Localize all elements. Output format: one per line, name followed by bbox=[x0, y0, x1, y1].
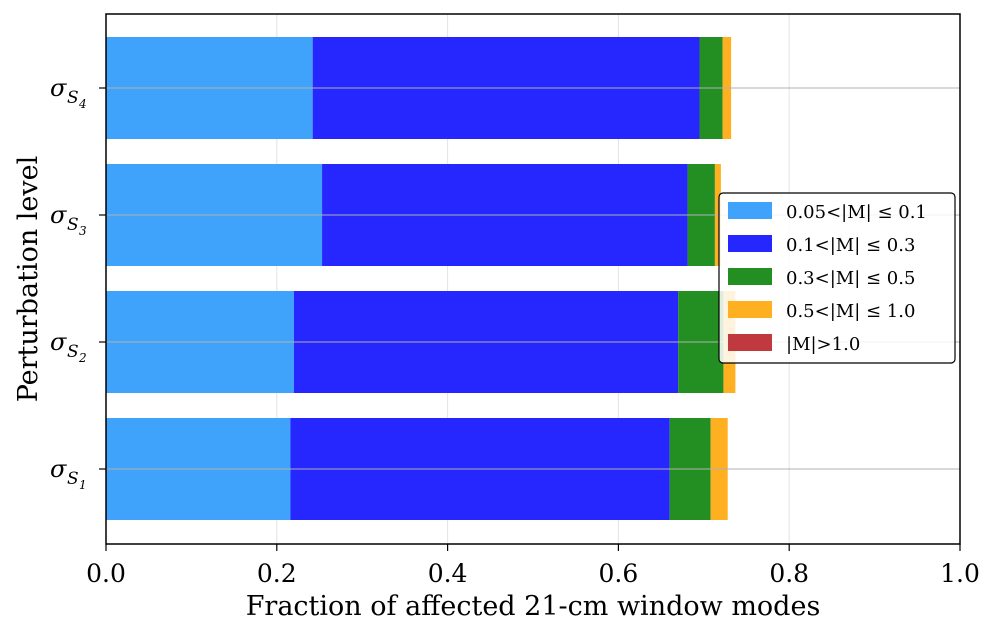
y-tick-label-sub: S bbox=[67, 88, 79, 108]
y-tick-label-sub: S bbox=[67, 342, 79, 362]
y-axis-label: Perturbation level bbox=[13, 156, 44, 403]
plot-frame bbox=[105, 13, 961, 545]
legend-label: 0.3<|M| ≤ 0.5 bbox=[786, 268, 915, 289]
x-tick-label: 0.0 bbox=[86, 559, 126, 588]
legend-label: 0.05<|M| ≤ 0.1 bbox=[786, 202, 927, 223]
y-tick-label-index: 3 bbox=[79, 224, 87, 238]
y-tick-label-index: 2 bbox=[78, 351, 87, 365]
y-tick-label-sigma: σ bbox=[50, 328, 67, 356]
legend-label: 0.5<|M| ≤ 1.0 bbox=[786, 301, 915, 322]
legend-label: 0.1<|M| ≤ 0.3 bbox=[786, 235, 915, 256]
legend-swatch bbox=[728, 268, 772, 285]
x-axis-label: Fraction of affected 21-cm window modes bbox=[246, 591, 821, 622]
legend-swatch bbox=[728, 235, 772, 252]
y-tick-label-index: 1 bbox=[79, 478, 87, 492]
y-tick-label-sub: S bbox=[67, 215, 79, 235]
x-tick-label: 1.0 bbox=[940, 559, 980, 588]
y-tick-label-sigma: σ bbox=[50, 201, 67, 229]
y-tick-label-sigma: σ bbox=[50, 455, 67, 483]
x-tick-label: 0.8 bbox=[769, 559, 809, 588]
x-tick-label: 0.2 bbox=[257, 559, 297, 588]
legend-swatch bbox=[728, 301, 772, 318]
y-tick-label-sigma: σ bbox=[50, 74, 67, 102]
y-tick-label-sub: S bbox=[67, 469, 79, 489]
legend bbox=[718, 192, 956, 364]
legend-swatch bbox=[728, 334, 772, 351]
legend-label: |M|>1.0 bbox=[786, 334, 860, 355]
x-tick-label: 0.6 bbox=[599, 559, 639, 588]
y-tick-label-index: 4 bbox=[78, 97, 87, 111]
x-tick-label: 0.4 bbox=[428, 559, 468, 588]
legend-swatch bbox=[728, 202, 772, 219]
